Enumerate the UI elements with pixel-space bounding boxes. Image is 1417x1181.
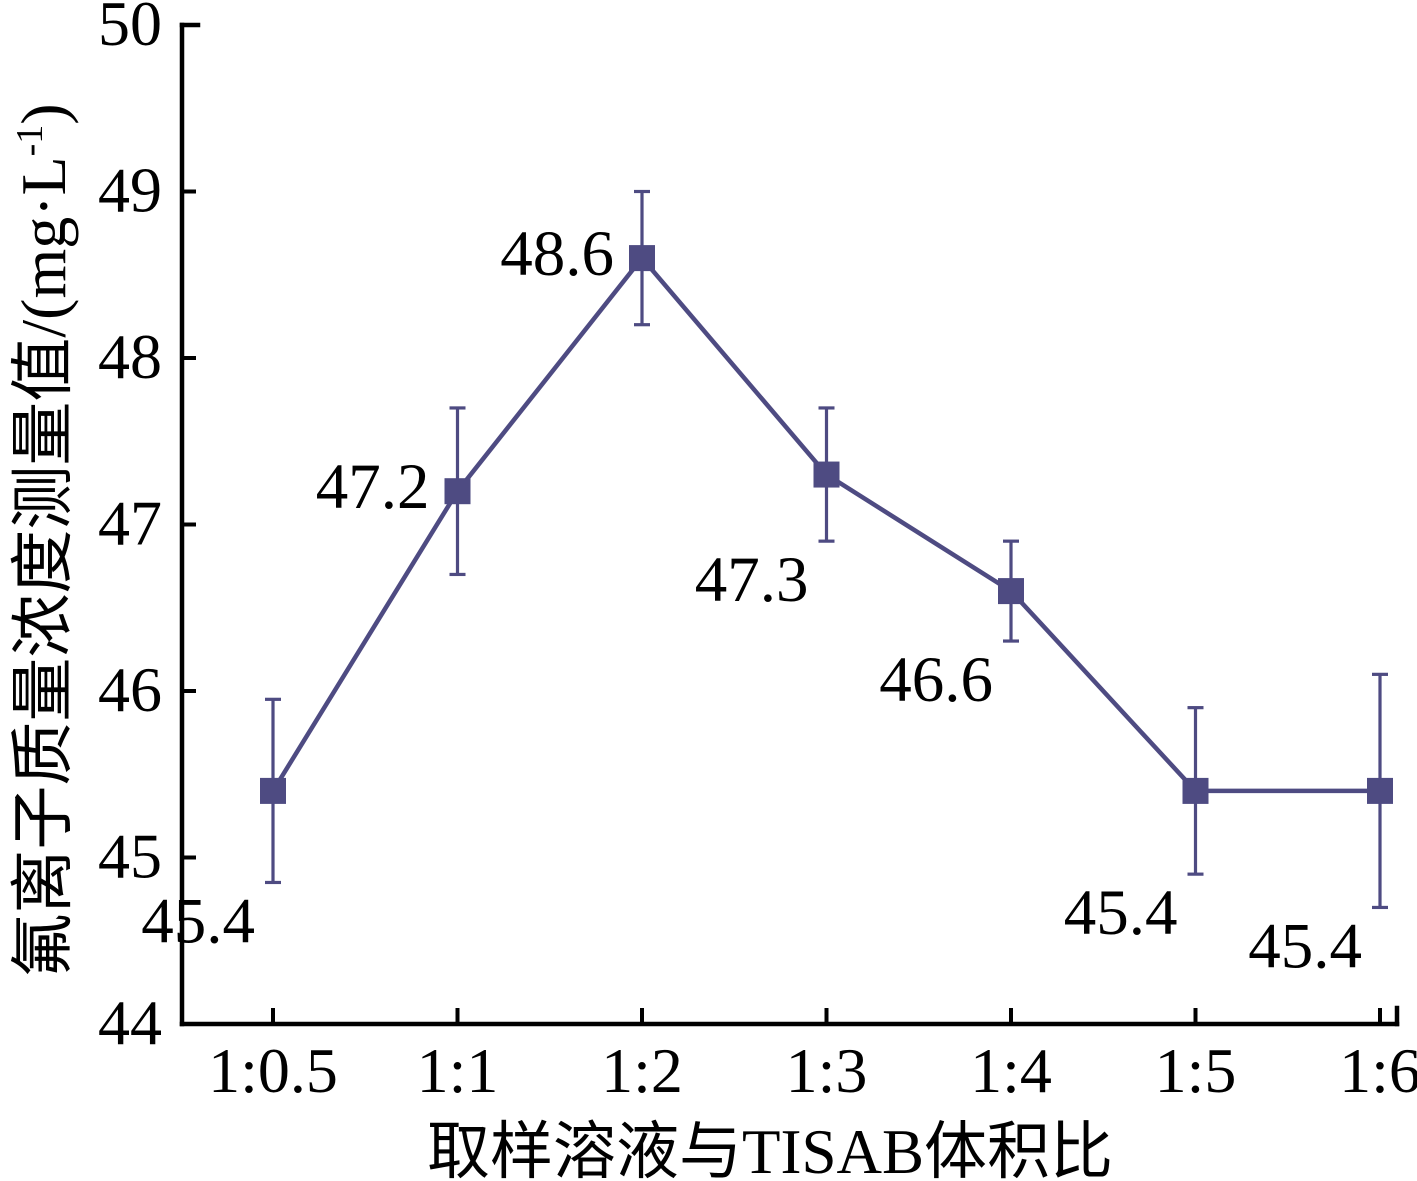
svg-text:1:2: 1:2 (601, 1035, 683, 1106)
svg-text:48: 48 (98, 321, 162, 392)
svg-text:氟离子质量浓度测量值/(mg·L-1): 氟离子质量浓度测量值/(mg·L-1) (8, 103, 79, 977)
svg-text:45.4: 45.4 (1248, 910, 1362, 982)
svg-text:46: 46 (98, 654, 162, 725)
svg-text:1:5: 1:5 (1155, 1035, 1237, 1106)
svg-text:47: 47 (98, 488, 162, 559)
svg-text:1:1: 1:1 (417, 1035, 499, 1106)
svg-text:45.4: 45.4 (1064, 877, 1178, 949)
svg-text:47.3: 47.3 (695, 544, 809, 616)
svg-text:47.2: 47.2 (316, 451, 430, 523)
svg-text:1:0.5: 1:0.5 (208, 1035, 338, 1106)
svg-text:1:4: 1:4 (970, 1035, 1052, 1106)
svg-text:1:3: 1:3 (786, 1035, 868, 1106)
svg-text:44: 44 (98, 987, 162, 1058)
svg-text:46.6: 46.6 (879, 644, 993, 716)
svg-text:1:6: 1:6 (1339, 1035, 1417, 1106)
svg-text:49: 49 (98, 155, 162, 226)
svg-text:50: 50 (98, 0, 162, 59)
svg-text:45.4: 45.4 (141, 885, 255, 957)
svg-text:48.6: 48.6 (500, 218, 614, 290)
svg-text:取样溶液与TISAB体积比: 取样溶液与TISAB体积比 (427, 1117, 1113, 1181)
svg-text:45: 45 (98, 821, 162, 892)
